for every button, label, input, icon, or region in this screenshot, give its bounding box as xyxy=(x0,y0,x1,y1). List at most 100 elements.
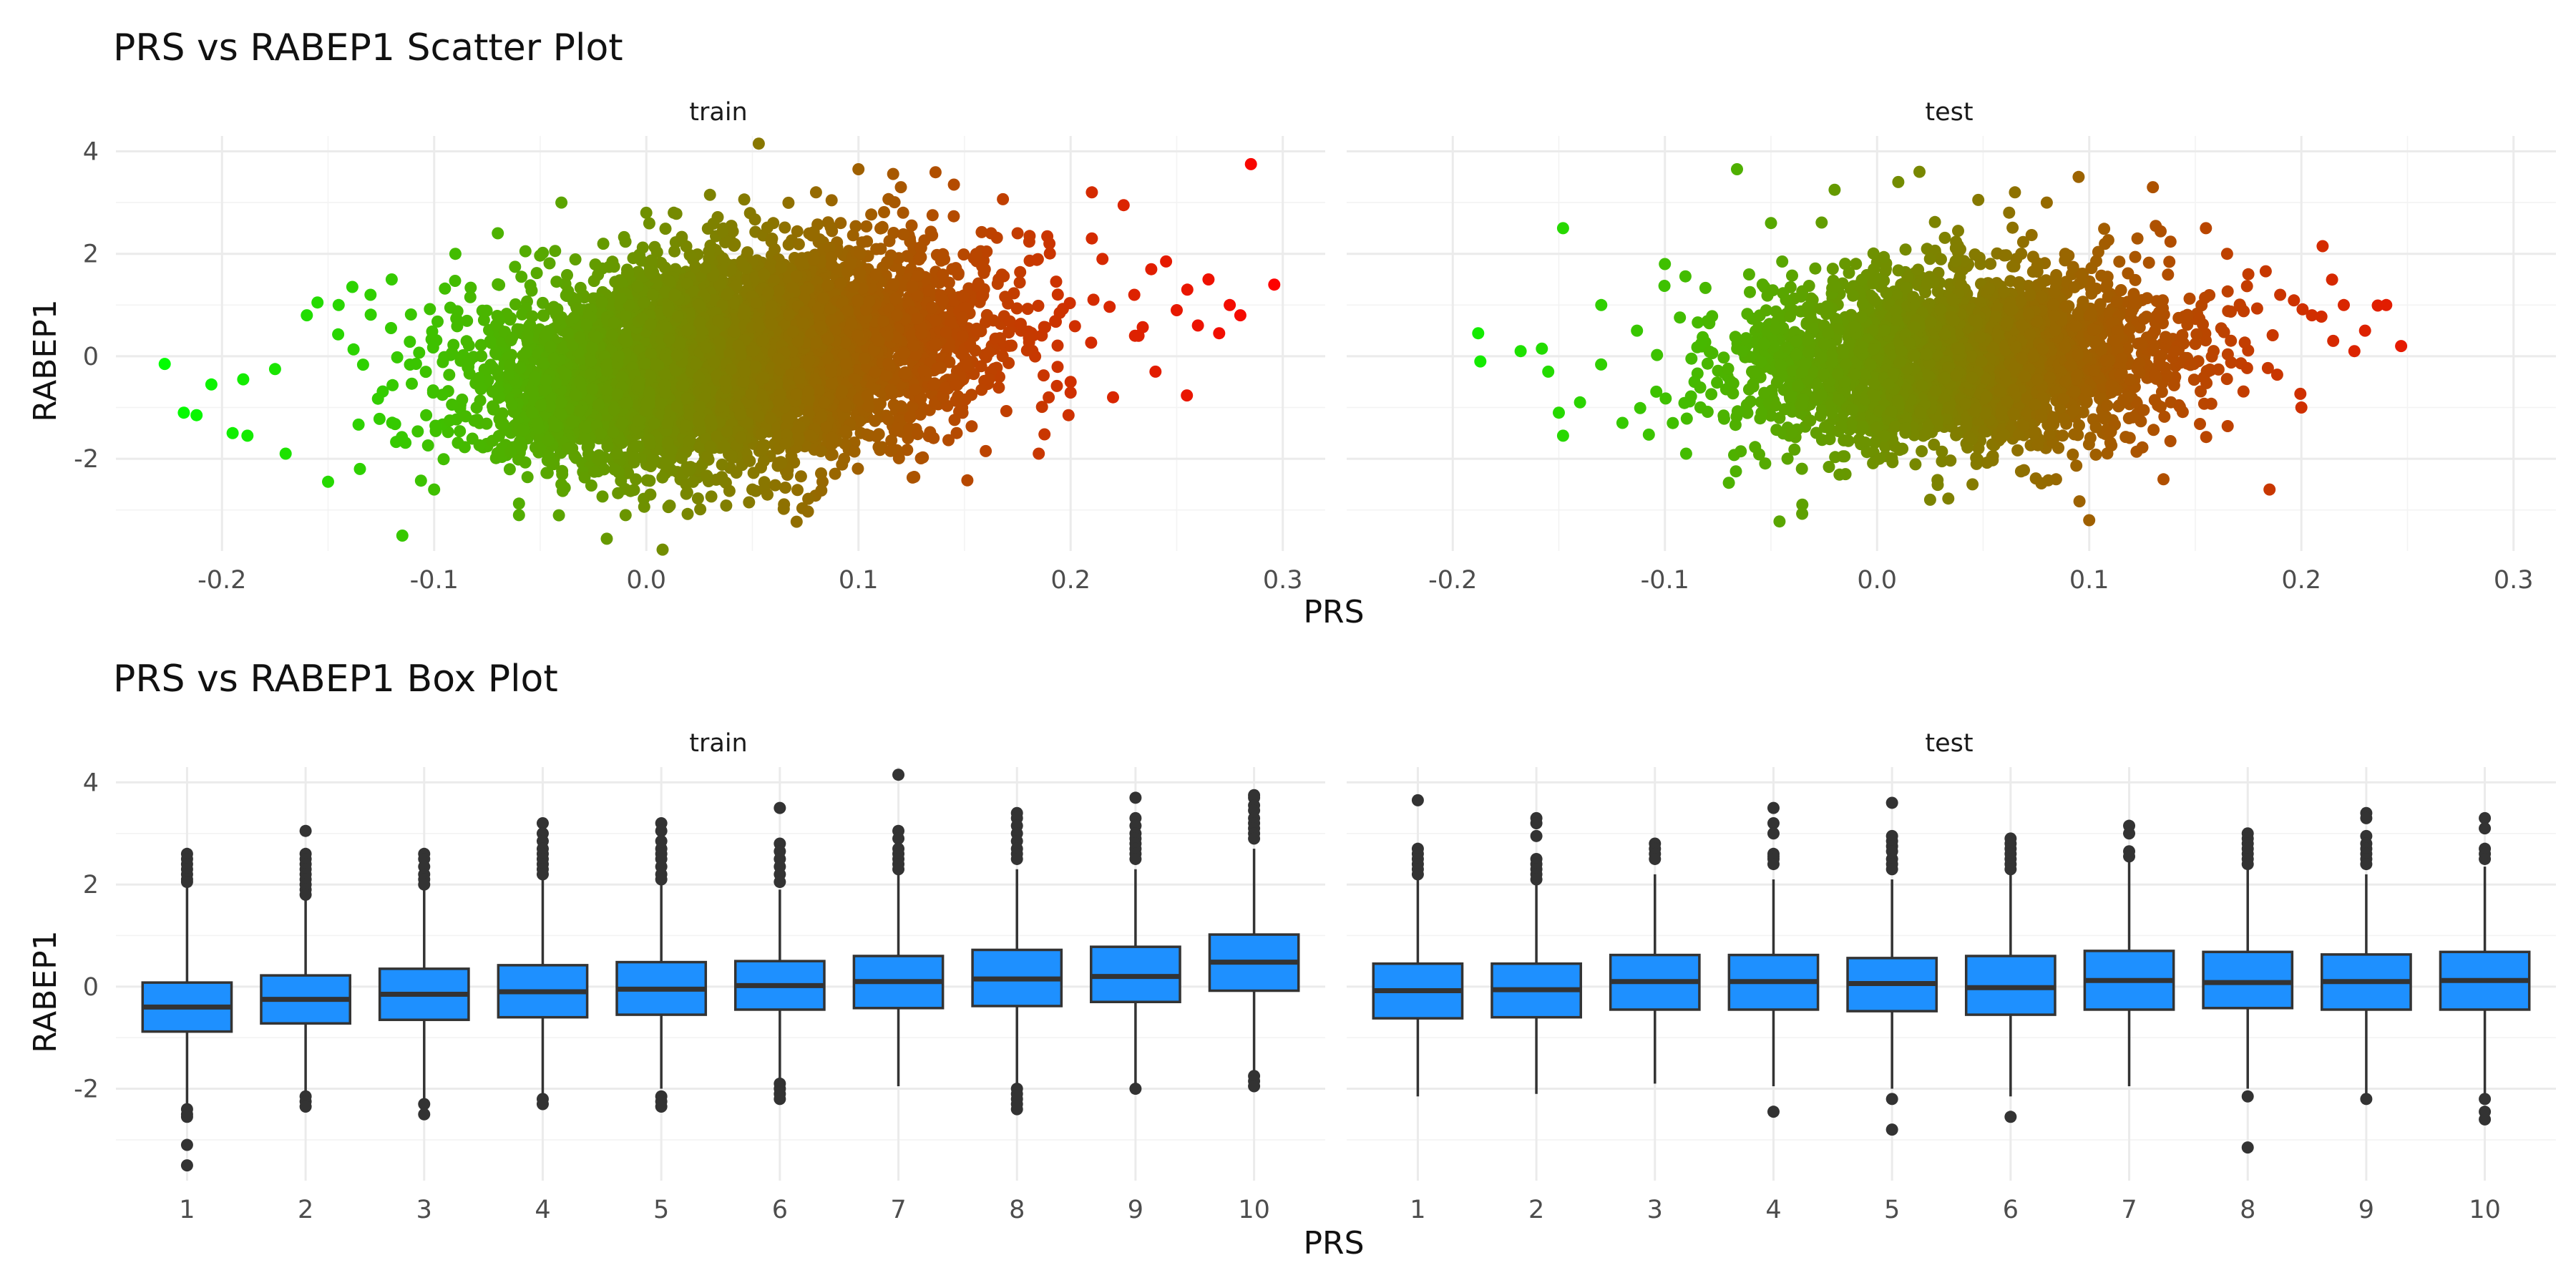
scatter-point xyxy=(611,447,624,460)
points-group xyxy=(158,137,1281,556)
scatter-point xyxy=(595,296,608,308)
scatter-point xyxy=(990,231,1003,244)
scatter-point xyxy=(927,431,940,444)
scatter-point xyxy=(906,471,919,484)
scatter-point xyxy=(675,230,688,243)
scatter-point xyxy=(364,308,377,321)
scatter-point xyxy=(346,280,358,293)
scatter-point xyxy=(347,343,360,356)
scatter-point xyxy=(406,377,418,390)
scatter-point xyxy=(1043,391,1055,404)
scatter-point xyxy=(597,238,610,250)
scatter-point xyxy=(600,532,613,545)
scatter-point xyxy=(975,225,988,238)
scatter-point xyxy=(1010,302,1023,315)
scatter-point xyxy=(861,235,874,248)
scatter-point xyxy=(675,452,688,464)
scatter-point xyxy=(492,278,504,291)
scatter-point xyxy=(480,304,493,317)
scatter-point xyxy=(464,281,477,294)
scatter-point xyxy=(691,492,704,505)
scatter-point xyxy=(668,245,681,258)
scatter-point xyxy=(980,245,993,258)
scatter-point xyxy=(1035,401,1048,414)
scatter-point xyxy=(497,418,509,431)
scatter-point xyxy=(373,412,386,425)
scatter-point xyxy=(769,479,781,492)
scatter-point xyxy=(1015,318,1027,331)
scatter-point xyxy=(791,484,804,497)
scatter-point xyxy=(516,308,529,321)
scatter-point xyxy=(914,452,927,464)
scatter-point xyxy=(779,221,791,234)
scatter-point xyxy=(589,258,602,271)
scatter-point xyxy=(730,279,743,292)
scatter-point xyxy=(512,497,525,510)
scatter-point xyxy=(782,238,795,251)
scatter-point xyxy=(1038,428,1051,441)
scatter-point xyxy=(766,233,779,245)
scatter-point xyxy=(569,253,582,265)
scatter-point xyxy=(884,444,897,457)
scatter-point xyxy=(849,220,862,233)
scatter-point xyxy=(585,479,597,492)
scatter-point xyxy=(791,225,804,238)
scatter-point xyxy=(1051,339,1064,352)
scatter-point xyxy=(747,467,760,479)
scatter-point xyxy=(961,474,974,487)
scatter-point xyxy=(748,213,761,226)
scatter-point xyxy=(743,496,756,509)
scatter-point xyxy=(352,418,365,431)
scatter-point xyxy=(668,206,680,219)
scatter-point xyxy=(1002,326,1015,339)
scatter-point xyxy=(618,230,630,243)
scatter-point xyxy=(421,439,434,452)
scatter-point xyxy=(683,249,696,261)
scatter-point xyxy=(1050,379,1063,392)
scatter-point xyxy=(404,308,417,321)
scatter-point xyxy=(790,515,803,528)
scatter-point xyxy=(443,369,456,381)
scatter-point xyxy=(1068,320,1081,333)
scatter-point xyxy=(1103,301,1116,313)
scatter-point xyxy=(624,484,637,497)
scatter-point xyxy=(426,341,439,354)
scatter-point xyxy=(738,193,751,206)
scatter-point xyxy=(825,194,838,207)
scatter-point xyxy=(897,228,909,240)
scatter-point xyxy=(1038,369,1050,382)
scatter-point xyxy=(509,298,522,311)
scatter-point xyxy=(965,420,978,433)
scatter-point xyxy=(1062,409,1075,421)
scatter-point xyxy=(543,257,556,270)
scatter-point xyxy=(1085,336,1098,349)
scatter-point xyxy=(1000,405,1013,417)
scatter-point xyxy=(561,269,573,281)
scatter-point xyxy=(1051,361,1064,374)
scatter-point xyxy=(1043,247,1056,260)
scatter-point xyxy=(1014,265,1027,278)
scatter-point xyxy=(549,245,562,258)
scatter-point xyxy=(431,315,444,328)
scatter-point xyxy=(356,358,369,371)
scatter-point xyxy=(887,399,900,411)
scatter-point xyxy=(1087,293,1100,306)
scatter-point xyxy=(794,470,807,483)
scatter-point xyxy=(792,238,805,250)
scatter-point xyxy=(815,484,828,497)
scatter-point xyxy=(454,425,467,438)
scatter-point xyxy=(885,434,898,447)
scatter-point xyxy=(887,167,899,180)
scatter-point xyxy=(728,238,741,251)
scatter-point xyxy=(519,456,532,469)
scatter-title: PRS vs RABEP1 Scatter Plot xyxy=(113,26,623,69)
scatter-point xyxy=(883,235,896,248)
scatter-point xyxy=(385,322,397,334)
scatter-point xyxy=(386,379,399,391)
scatter-point xyxy=(1049,315,1062,328)
scatter-point xyxy=(992,381,1005,394)
scatter-point xyxy=(901,444,914,457)
scatter-point xyxy=(782,196,795,209)
scatter-point xyxy=(619,509,632,522)
